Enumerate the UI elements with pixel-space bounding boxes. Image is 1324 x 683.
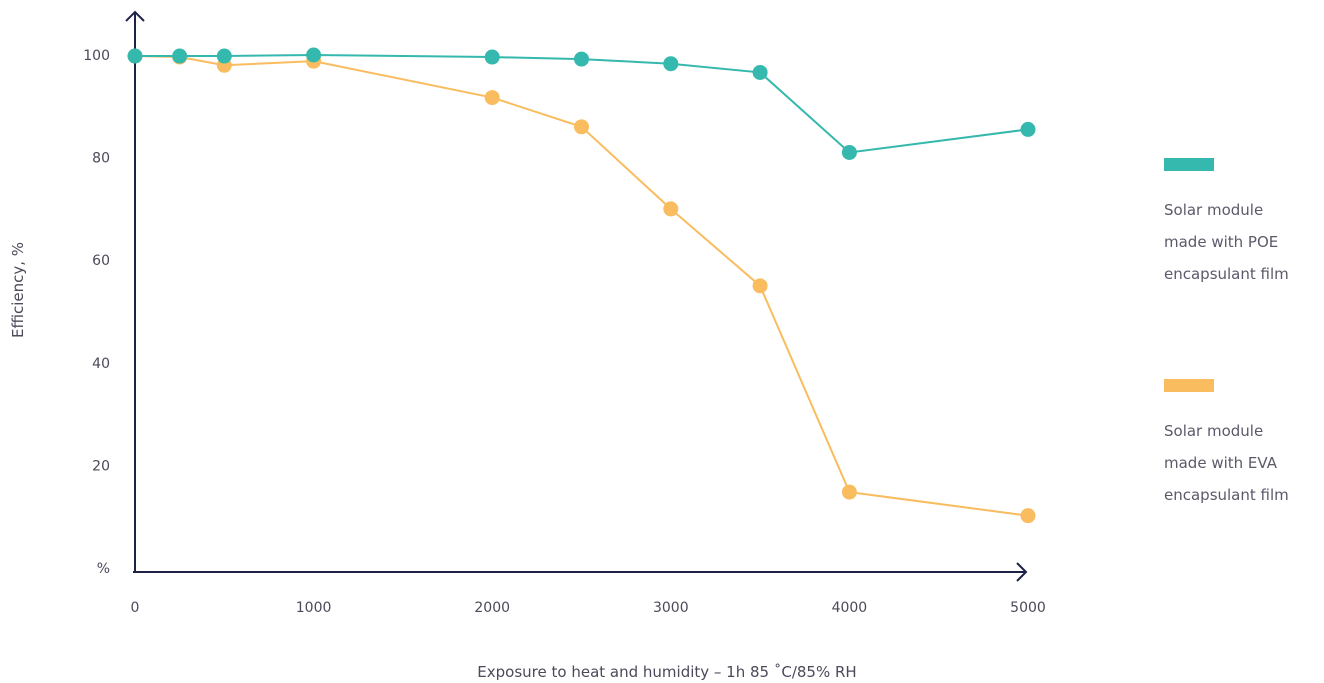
y-tick-label: 100: [83, 48, 110, 64]
chart-axes: [125, 10, 1028, 582]
data-point-poe: [1020, 121, 1036, 137]
y-tick-label: %: [97, 561, 110, 577]
series-line-eva: [134, 55, 1029, 517]
y-tick-label: 20: [92, 458, 110, 474]
data-point-poe: [663, 56, 679, 72]
data-point-eva: [841, 484, 857, 500]
legend-swatch-poe: [1164, 158, 1214, 171]
x-tick-label: 0: [131, 600, 140, 616]
series-poe: [127, 47, 1036, 160]
y-axis-title: Efficiency, %: [9, 242, 27, 338]
legend-item-eva: Solar module made with EVA encapsulant f…: [1164, 379, 1324, 511]
data-point-poe: [216, 48, 232, 64]
series-line-poe: [135, 53, 1029, 154]
data-point-eva: [663, 201, 679, 217]
x-axis-title: Exposure to heat and humidity – 1h 85 ˚C…: [477, 663, 856, 681]
data-point-eva: [574, 119, 589, 135]
y-tick-label: 60: [92, 253, 110, 269]
data-point-poe: [574, 51, 589, 67]
series-eva: [127, 48, 1036, 524]
y-tick-label: 80: [92, 151, 110, 167]
data-point-poe: [484, 49, 500, 65]
data-point-eva: [1020, 508, 1036, 524]
x-tick-label: 5000: [1010, 600, 1046, 616]
legend-swatch-eva: [1164, 379, 1214, 392]
series-layer: [127, 47, 1036, 524]
x-axis-arrow: [1016, 562, 1028, 582]
data-point-eva: [752, 278, 768, 294]
data-point-eva: [484, 90, 500, 106]
legend-label-poe: Solar module made with POE encapsulant f…: [1164, 201, 1289, 283]
y-axis-ticks: % 20 40 60 80 100: [83, 48, 110, 577]
y-axis-arrow: [125, 10, 145, 22]
x-tick-label: 2000: [474, 600, 510, 616]
data-point-poe: [841, 144, 857, 160]
legend-label-eva: Solar module made with EVA encapsulant f…: [1164, 422, 1289, 504]
x-tick-label: 1000: [296, 600, 332, 616]
x-tick-label: 4000: [832, 600, 868, 616]
data-point-poe: [172, 48, 188, 64]
y-tick-label: 40: [92, 356, 110, 372]
data-point-poe: [306, 47, 322, 63]
x-tick-label: 3000: [653, 600, 689, 616]
data-point-poe: [127, 48, 143, 64]
data-point-poe: [752, 64, 768, 80]
x-axis-ticks: 0 1000 2000 3000 4000 5000: [131, 600, 1046, 616]
legend-item-poe: Solar module made with POE encapsulant f…: [1164, 158, 1324, 290]
